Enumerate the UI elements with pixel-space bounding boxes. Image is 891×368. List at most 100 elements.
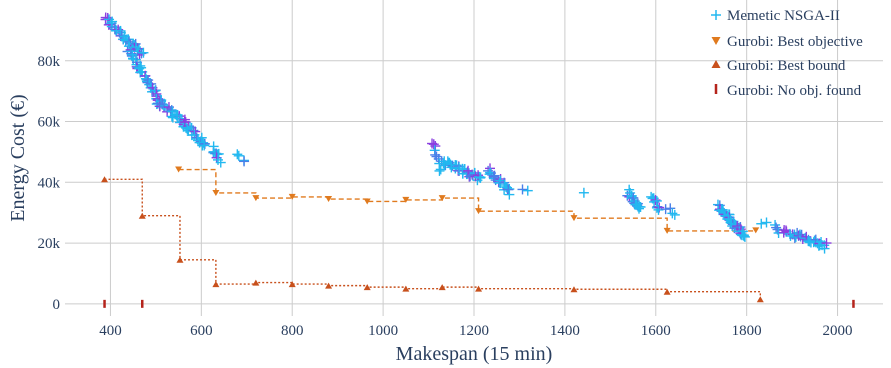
best-objective-point bbox=[402, 196, 410, 203]
triangle-down-icon bbox=[711, 37, 721, 45]
legend-item-nsga[interactable]: Memetic NSGA-II bbox=[711, 8, 840, 24]
cross-marker-icon bbox=[711, 10, 721, 20]
x-tick-label: 1000 bbox=[368, 323, 398, 339]
best-bound-point bbox=[252, 279, 260, 286]
best-bound-point bbox=[663, 288, 671, 295]
y-tick-label: 20k bbox=[38, 236, 61, 252]
legend-label-no-obj: Gurobi: No obj. found bbox=[727, 83, 862, 99]
nsga-point bbox=[475, 172, 486, 183]
nsga-point bbox=[431, 151, 442, 162]
nsga-point bbox=[233, 150, 244, 161]
nsga-point bbox=[653, 204, 664, 215]
nsga-point bbox=[136, 48, 147, 59]
x-tick-label: 600 bbox=[190, 323, 213, 339]
best-objective-point bbox=[363, 198, 371, 205]
best-bound-point bbox=[475, 285, 483, 292]
nsga-point bbox=[578, 187, 589, 198]
x-tick-label: 1800 bbox=[732, 323, 762, 339]
y-tick-label: 60k bbox=[38, 115, 61, 131]
legend-label-best-objective: Gurobi: Best objective bbox=[727, 34, 863, 50]
x-axis-title: Makespan (15 min) bbox=[396, 343, 553, 365]
nsga-point bbox=[650, 195, 661, 206]
best-bound-point bbox=[288, 281, 296, 288]
nsga-point bbox=[211, 152, 222, 163]
best-objective-point bbox=[325, 196, 333, 203]
x-tick-label: 1200 bbox=[459, 323, 489, 339]
x-tick-label: 1600 bbox=[641, 323, 671, 339]
nsga-point bbox=[434, 165, 445, 176]
nsga-point bbox=[104, 19, 115, 30]
nsga-point bbox=[232, 149, 243, 160]
nsga-point bbox=[504, 189, 515, 200]
nsga-point bbox=[215, 157, 226, 168]
best-objective-point bbox=[438, 195, 446, 202]
x-tick-label: 800 bbox=[281, 323, 304, 339]
step-lines bbox=[104, 168, 761, 300]
best-bound-point bbox=[402, 285, 410, 292]
grid bbox=[65, 0, 883, 316]
nsga-point bbox=[667, 208, 678, 219]
best-bound-point bbox=[212, 281, 220, 288]
x-tick-label: 400 bbox=[99, 323, 122, 339]
legend-item-no-obj[interactable]: Gurobi: No obj. found bbox=[714, 83, 862, 99]
best-bound-point bbox=[756, 296, 764, 303]
best-objective-point bbox=[212, 189, 220, 196]
nsga-point bbox=[669, 209, 680, 220]
nsga-point bbox=[489, 170, 500, 181]
y-axis-title: Energy Cost (€) bbox=[7, 94, 29, 221]
nsga-point bbox=[522, 185, 533, 196]
legend-item-best-bound[interactable]: Gurobi: Best bound bbox=[711, 58, 846, 74]
nsga-point bbox=[138, 47, 149, 58]
nsga-point bbox=[179, 114, 190, 125]
nsga-point bbox=[503, 184, 514, 195]
legend-item-best-objective[interactable]: Gurobi: Best objective bbox=[711, 34, 864, 50]
nsga-point bbox=[654, 202, 665, 213]
legend: Memetic NSGA-II Gurobi: Best objective G… bbox=[711, 8, 863, 99]
x-axis-ticks: 400 600 800 1000 1200 1400 1600 1800 2000 bbox=[99, 323, 852, 339]
nsga-point bbox=[756, 218, 767, 229]
best-objective-point bbox=[175, 166, 183, 173]
nsga-point bbox=[502, 182, 513, 193]
best-objective-point bbox=[288, 193, 296, 200]
best-objective-point bbox=[475, 208, 483, 215]
legend-label-best-bound: Gurobi: Best bound bbox=[727, 58, 846, 74]
best-objective-point bbox=[252, 195, 260, 202]
best-bound-point bbox=[363, 284, 371, 291]
best-bound-point bbox=[138, 212, 146, 219]
y-tick-label: 0 bbox=[53, 297, 61, 313]
nsga-point bbox=[665, 203, 676, 214]
x-tick-label: 1400 bbox=[550, 323, 580, 339]
nsga-point bbox=[821, 238, 832, 249]
triangle-up-icon bbox=[711, 60, 721, 68]
nsga-point bbox=[239, 156, 250, 167]
y-tick-label: 80k bbox=[38, 54, 61, 70]
gurobi-points bbox=[101, 166, 855, 308]
nsga-point bbox=[771, 222, 782, 233]
nsga-point bbox=[739, 231, 750, 242]
nsga-point bbox=[660, 204, 671, 215]
nsga-point bbox=[428, 139, 439, 150]
x-tick-label: 2000 bbox=[823, 323, 853, 339]
nsga-point bbox=[761, 217, 772, 228]
y-axis-ticks: 0 20k 40k 60k 80k bbox=[38, 54, 61, 313]
best-bound-point bbox=[570, 286, 578, 293]
best-objective-point bbox=[570, 215, 578, 222]
nsga-point bbox=[517, 184, 528, 195]
nsga-point bbox=[635, 202, 646, 213]
best-bound-point bbox=[176, 256, 184, 263]
best-bound-point bbox=[325, 282, 333, 289]
nsga-point bbox=[739, 231, 750, 242]
nsga-points bbox=[100, 12, 832, 254]
nsga-point bbox=[199, 140, 210, 151]
best-bound-point bbox=[101, 176, 109, 183]
best-objective-point bbox=[663, 227, 671, 234]
nsga-point bbox=[712, 199, 723, 210]
best-objective-point bbox=[752, 227, 760, 234]
legend-label-nsga: Memetic NSGA-II bbox=[727, 8, 840, 24]
nsga-point bbox=[819, 243, 830, 254]
nsga-point bbox=[126, 48, 137, 59]
nsga-point bbox=[451, 160, 462, 171]
nsga-point bbox=[188, 125, 199, 136]
y-tick-label: 40k bbox=[38, 175, 61, 191]
